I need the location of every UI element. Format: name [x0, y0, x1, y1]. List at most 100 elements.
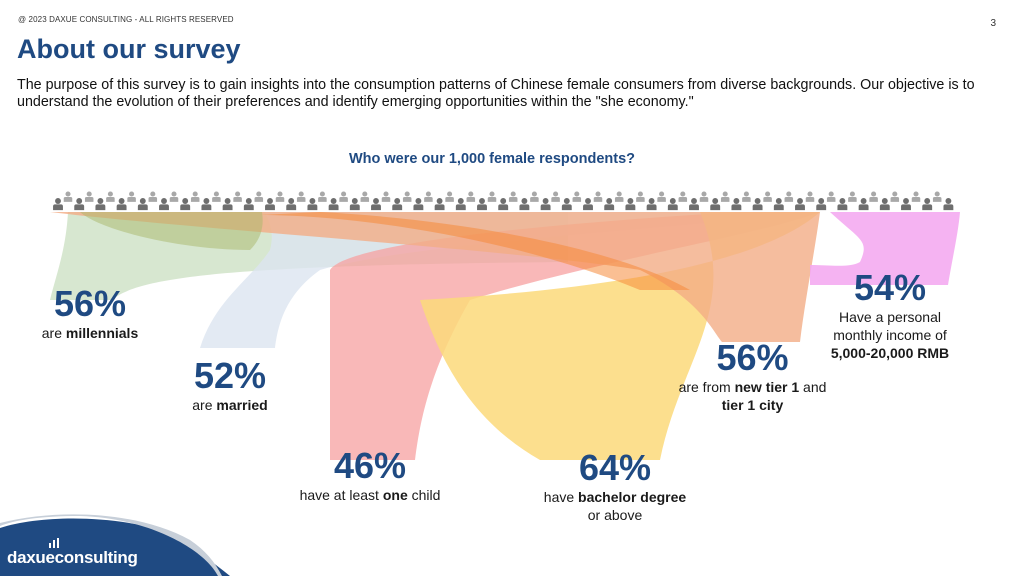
person-icon [424, 191, 433, 202]
ribbon-city [50, 212, 820, 342]
person-icon [614, 191, 624, 202]
ribbon-bachelor [420, 212, 820, 460]
person-icon [106, 191, 115, 202]
person-icon [646, 198, 657, 211]
person-icon [869, 191, 878, 202]
person-icon [784, 191, 794, 202]
person-icon [826, 191, 836, 202]
intro-paragraph: The purpose of this survey is to gain in… [17, 77, 975, 110]
person-icon [922, 198, 933, 211]
person-icon [911, 191, 921, 202]
person-icon [159, 198, 169, 211]
person-icon [604, 198, 615, 211]
person-icon [307, 198, 318, 211]
person-icon [710, 198, 721, 211]
ribbon-overlap [260, 212, 690, 290]
stat-description: Have a personal monthly income of 5,000-20… [830, 309, 950, 361]
person-icon [508, 191, 518, 202]
stat-description: have bachelor degree or above [543, 489, 687, 523]
person-icon [699, 191, 709, 202]
person-icon [328, 198, 339, 211]
person-icon [254, 191, 264, 202]
flow-ribbons [50, 212, 960, 460]
person-icon [74, 198, 85, 211]
person-icon [201, 198, 212, 211]
person-icon [530, 191, 539, 202]
stat-percent: 56% [53, 283, 127, 324]
person-icon [795, 198, 805, 211]
person-icon [116, 198, 127, 211]
person-icon [932, 191, 942, 202]
person-icon [890, 191, 900, 202]
footer-swoosh-accent [0, 514, 222, 576]
person-icon [349, 198, 360, 211]
stat-bachelor: 64% have bachelor degree or above [520, 448, 710, 524]
person-icon [805, 191, 815, 202]
stat-percent: 64% [578, 447, 652, 488]
person-icon [127, 191, 136, 202]
stat-city: 56% are from new tier 1 and tier 1 city [660, 338, 845, 414]
person-icon [402, 191, 412, 202]
stat-percent: 54% [853, 267, 927, 308]
stat-percent: 46% [333, 445, 407, 486]
person-icon [296, 191, 306, 202]
person-icon [816, 198, 827, 211]
person-icon [678, 191, 688, 202]
person-icon [901, 198, 911, 211]
respondent-crowd [53, 191, 954, 211]
person-icon [53, 198, 63, 211]
person-icon [466, 191, 476, 202]
person-icon [583, 198, 593, 211]
footer-swoosh [0, 518, 230, 576]
stat-description: are married [192, 397, 268, 413]
person-icon [879, 198, 890, 211]
ribbon-overlap [80, 212, 263, 250]
person-icon [95, 198, 106, 211]
stat-percent: 56% [716, 337, 789, 378]
person-icon [636, 191, 645, 202]
person-icon [339, 191, 348, 202]
person-icon [763, 191, 772, 202]
person-icon [233, 191, 242, 202]
person-icon [434, 198, 445, 211]
person-icon [943, 198, 954, 211]
person-icon [519, 198, 530, 211]
person-icon [572, 191, 582, 202]
survey-question: Who were our 1,000 female respondents? [348, 151, 636, 167]
person-icon [392, 198, 403, 211]
stat-description: are from new tier 1 and tier 1 city [678, 379, 827, 413]
stat-percent: 52% [193, 355, 267, 396]
stat-child: 46% have at least one child [280, 446, 460, 504]
person-icon [848, 191, 857, 202]
stat-married: 52% are married [170, 356, 290, 414]
person-icon [445, 191, 454, 202]
person-icon [265, 198, 275, 211]
ribbon-married [200, 212, 800, 348]
person-icon [773, 198, 784, 211]
person-icon [837, 198, 848, 211]
person-icon [625, 198, 636, 211]
person-icon [371, 198, 381, 211]
person-icon [212, 191, 221, 202]
person-icon [731, 198, 742, 211]
person-icon [318, 191, 327, 202]
person-icon [657, 191, 666, 202]
person-icon [561, 198, 572, 211]
stat-description: have at least one child [299, 487, 441, 503]
person-icon [551, 191, 560, 202]
person-icon [540, 198, 551, 211]
page-title: About our survey [17, 34, 241, 64]
person-icon [222, 198, 233, 211]
person-icon [752, 198, 763, 211]
person-icon [180, 198, 191, 211]
person-icon [169, 191, 179, 202]
person-icon [243, 198, 254, 211]
stat-description: are millennials [41, 325, 139, 341]
person-icon [360, 191, 370, 202]
ribbon-income [810, 212, 960, 285]
stat-millennials: 56% are millennials [30, 284, 150, 342]
copyright-notice: @ 2023 DAXUE CONSULTING - ALL RIGHTS RES… [18, 15, 234, 24]
person-icon [190, 191, 200, 202]
person-icon [275, 191, 285, 202]
